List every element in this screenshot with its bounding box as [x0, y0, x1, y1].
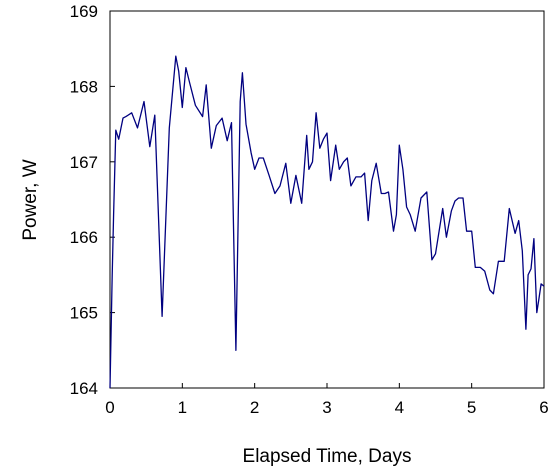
x-tick-label: 0	[105, 398, 114, 417]
y-tick-label: 165	[70, 304, 98, 323]
x-tick-label: 5	[467, 398, 476, 417]
x-tick-label: 1	[178, 398, 187, 417]
tick-marks	[109, 10, 545, 389]
x-tick-label: 6	[539, 398, 548, 417]
y-axis-title: Power, W	[20, 159, 41, 240]
y-tick-label: 167	[70, 153, 98, 172]
y-tick-label: 166	[70, 228, 98, 247]
x-tick-label: 2	[250, 398, 259, 417]
y-tick-label: 169	[70, 2, 98, 21]
x-tick-label: 4	[395, 398, 404, 417]
x-axis-title: Elapsed Time, Days	[243, 446, 412, 467]
y-tick-label: 168	[70, 77, 98, 96]
y-tick-label: 164	[70, 379, 98, 398]
tick-labels: 0 1 2 3 4 5 6 164 165 166 167 168 169	[70, 2, 549, 417]
x-tick-label: 3	[322, 398, 331, 417]
power-series-line	[109, 55, 545, 389]
